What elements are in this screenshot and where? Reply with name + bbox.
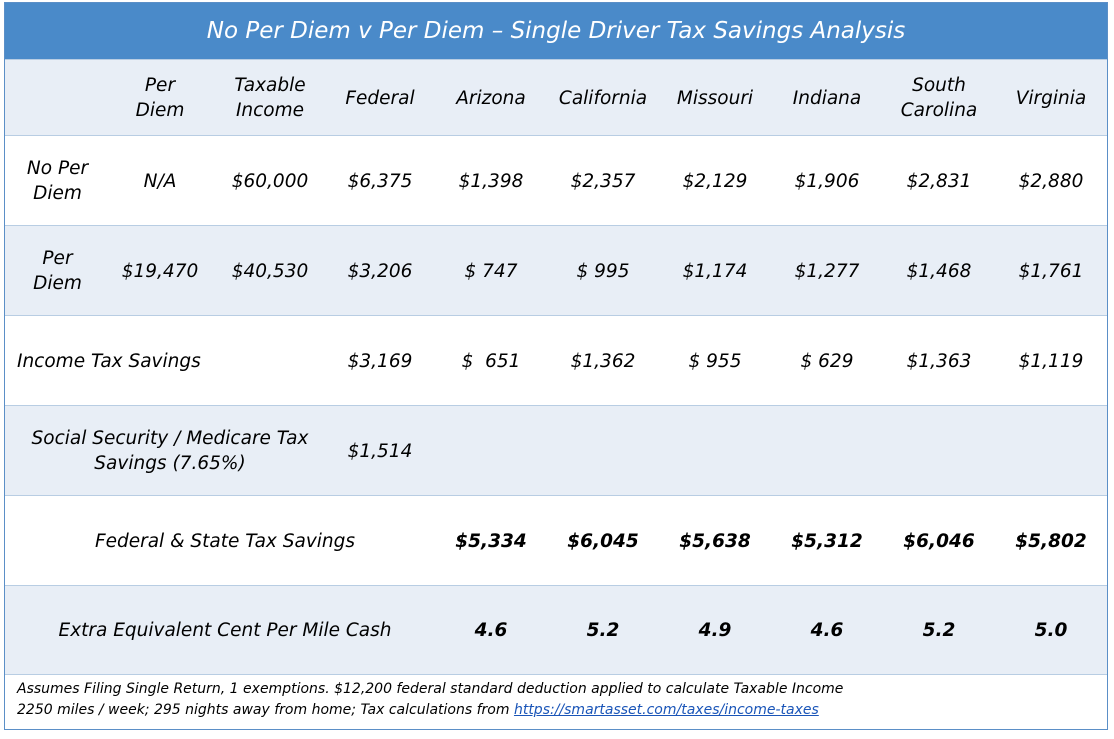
tax-savings-table: No Per Diem v Per Diem – Single Driver T… — [4, 2, 1108, 730]
table-row: Federal & State Tax Savings $5,334 $6,04… — [5, 495, 1107, 586]
arizona-value: $ 651 — [461, 350, 521, 372]
source-link[interactable]: https://smartasset.com/taxes/income-taxe… — [513, 702, 819, 718]
federal-value: $3,206 — [347, 260, 413, 282]
header-virginia: Virginia — [1015, 87, 1087, 109]
california-value: $2,357 — [570, 170, 636, 192]
virginia-value: $5,802 — [1015, 530, 1087, 552]
south-carolina-value: 5.2 — [922, 620, 956, 641]
header-arizona: Arizona — [456, 87, 526, 109]
row-label: Per Diem — [33, 248, 82, 294]
south-carolina-value: $1,468 — [906, 260, 972, 282]
header-row: Per Diem Taxable Income Federal Arizona … — [5, 59, 1107, 136]
missouri-value: 4.9 — [698, 620, 732, 641]
row-label: Income Tax Savings — [17, 350, 201, 372]
south-carolina-value: $6,046 — [903, 530, 975, 552]
california-value: $1,362 — [570, 350, 636, 372]
federal-value: $6,375 — [347, 170, 413, 192]
header-indiana: Indiana — [792, 87, 862, 109]
table-title: No Per Diem v Per Diem – Single Driver T… — [5, 3, 1107, 59]
south-carolina-value: $2,831 — [906, 170, 972, 192]
header-taxable-income: Taxable Income — [234, 75, 306, 121]
footnote-line-2: 2250 miles / week; 295 nights away from … — [17, 700, 1107, 721]
indiana-value: 4.6 — [810, 620, 844, 641]
header-per-diem: Per Diem — [135, 75, 185, 121]
california-value: 5.2 — [586, 620, 620, 641]
indiana-value: $ 629 — [800, 350, 854, 372]
row-label: Social Security / Medicare Tax Savings (… — [31, 428, 309, 474]
federal-value: $3,169 — [347, 350, 413, 372]
header-california: California — [558, 87, 648, 109]
missouri-value: $ 955 — [688, 350, 742, 372]
arizona-value: $5,334 — [455, 530, 527, 552]
indiana-value: $5,312 — [791, 530, 863, 552]
arizona-value: $1,398 — [458, 170, 524, 192]
per-diem-value: $19,470 — [121, 260, 199, 282]
table-row: Income Tax Savings $3,169 $ 651 $1,362 $… — [5, 315, 1107, 406]
row-label: Federal & State Tax Savings — [94, 530, 356, 552]
table-row: Extra Equivalent Cent Per Mile Cash 4.6 … — [5, 585, 1107, 675]
header-missouri: Missouri — [676, 87, 754, 109]
virginia-value: 5.0 — [1034, 620, 1068, 641]
footnote: Assumes Filing Single Return, 1 exemptio… — [5, 674, 1107, 729]
arizona-value: $ 747 — [464, 260, 518, 282]
per-diem-value: N/A — [143, 170, 177, 192]
missouri-value: $2,129 — [682, 170, 748, 192]
federal-value: $1,514 — [347, 440, 413, 462]
header-south-carolina: South Carolina — [900, 75, 978, 121]
table-row: No Per Diem N/A $60,000 $6,375 $1,398 $2… — [5, 135, 1107, 226]
missouri-value: $1,174 — [682, 260, 748, 282]
table-row: Social Security / Medicare Tax Savings (… — [5, 405, 1107, 496]
missouri-value: $5,638 — [679, 530, 751, 552]
california-value: $6,045 — [567, 530, 639, 552]
table-row: Per Diem $19,470 $40,530 $3,206 $ 747 $ … — [5, 225, 1107, 316]
virginia-value: $2,880 — [1018, 170, 1084, 192]
california-value: $ 995 — [576, 260, 630, 282]
virginia-value: $1,761 — [1018, 260, 1084, 282]
row-label: No Per Diem — [26, 158, 89, 204]
south-carolina-value: $1,363 — [906, 350, 972, 372]
footnote-line-1: Assumes Filing Single Return, 1 exemptio… — [17, 681, 844, 697]
taxable-income-value: $60,000 — [231, 170, 309, 192]
indiana-value: $1,277 — [794, 260, 860, 282]
virginia-value: $1,119 — [1018, 350, 1084, 372]
arizona-value: 4.6 — [474, 620, 508, 641]
header-federal: Federal — [345, 87, 415, 109]
row-label: Extra Equivalent Cent Per Mile Cash — [58, 620, 392, 641]
footnote-line-2-text: 2250 miles / week; 295 nights away from … — [17, 702, 514, 718]
indiana-value: $1,906 — [794, 170, 860, 192]
taxable-income-value: $40,530 — [231, 260, 309, 282]
